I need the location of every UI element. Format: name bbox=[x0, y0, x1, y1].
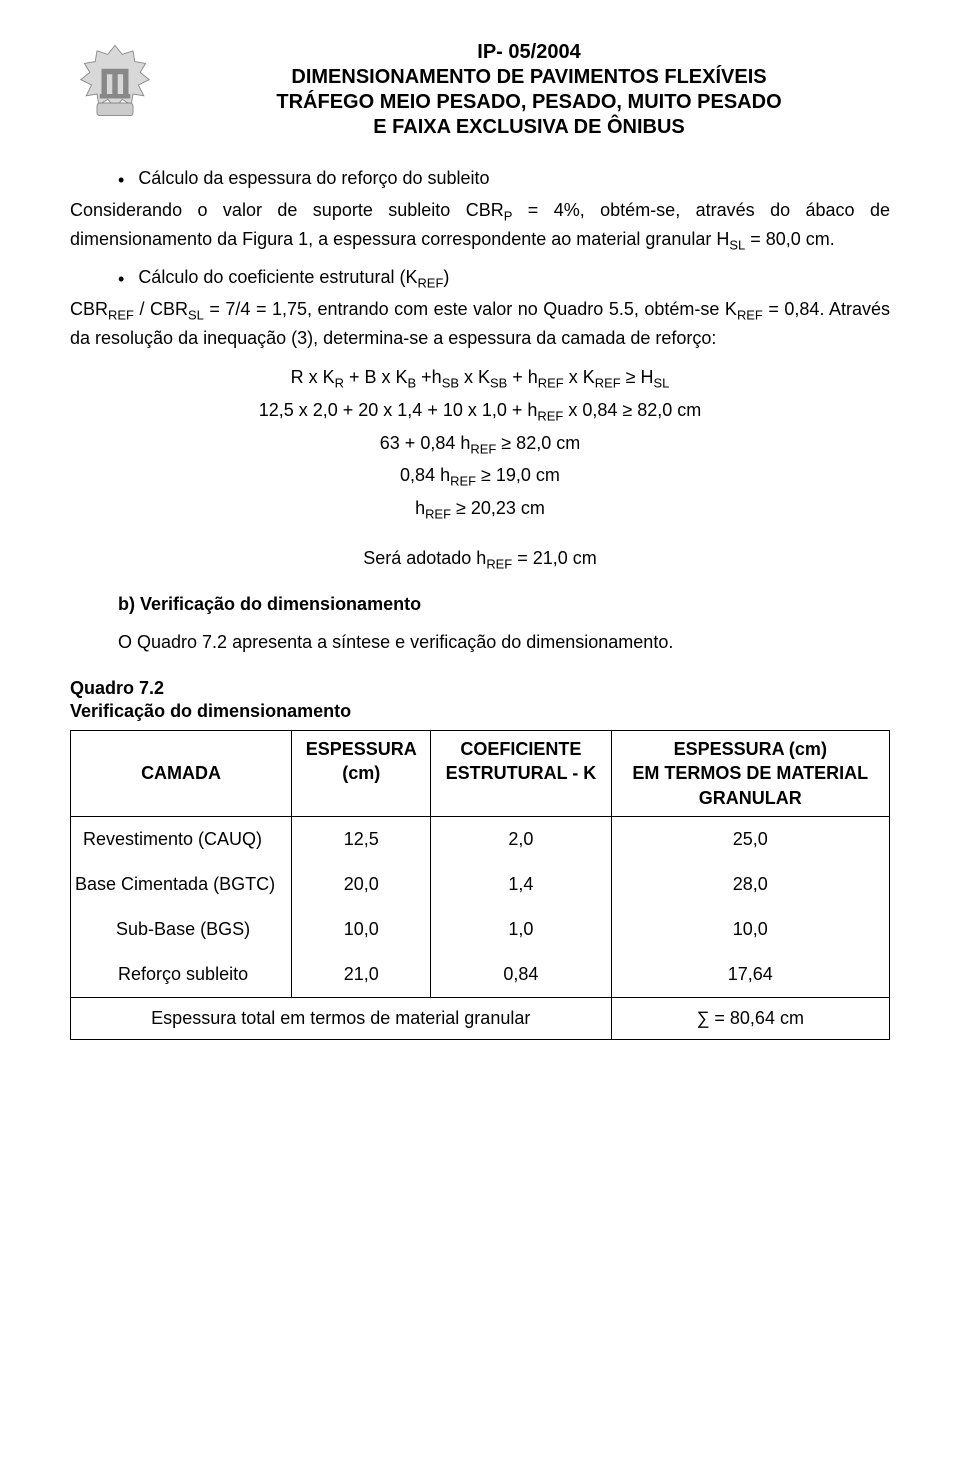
table-row: Sub-Base (BGS) 10,0 1,0 10,0 bbox=[71, 907, 890, 952]
bullet-dot-icon: • bbox=[118, 267, 124, 292]
adopted-value: Será adotado hREF = 21,0 cm bbox=[70, 543, 890, 576]
document-header: IP- 05/2004 DIMENSIONAMENTO DE PAVIMENTO… bbox=[70, 40, 890, 140]
bullet-text: Cálculo do coeficiente estrutural (KREF) bbox=[138, 267, 449, 291]
bullet-dot-icon: • bbox=[118, 168, 124, 193]
table-header-espessura: ESPESSURA (cm) bbox=[292, 731, 431, 817]
bullet-item: • Cálculo da espessura do reforço do sub… bbox=[118, 168, 890, 193]
cell-k: 1,4 bbox=[431, 862, 611, 907]
header-ip: IP- 05/2004 bbox=[168, 40, 890, 65]
table-header-granular: ESPESSURA (cm) EM TERMOS DE MATERIAL GRA… bbox=[611, 731, 889, 817]
cell-label: Revestimento (CAUQ) bbox=[71, 816, 292, 862]
equation-line: 0,84 hREF ≥ 19,0 cm bbox=[70, 460, 890, 493]
crest-icon bbox=[70, 40, 160, 130]
header-line-1: DIMENSIONAMENTO DE PAVIMENTOS FLEXÍVEIS bbox=[168, 65, 890, 90]
equation-line: 63 + 0,84 hREF ≥ 82,0 cm bbox=[70, 428, 890, 461]
table-row: Revestimento (CAUQ) 12,5 2,0 25,0 bbox=[71, 816, 890, 862]
cell-esp: 12,5 bbox=[292, 816, 431, 862]
cell-label: Base Cimentada (BGTC) bbox=[71, 862, 292, 907]
table-subtitle: Verificação do dimensionamento bbox=[70, 701, 890, 722]
equation-line: 12,5 x 2,0 + 20 x 1,4 + 10 x 1,0 + hREF … bbox=[70, 395, 890, 428]
cell-gran: 10,0 bbox=[611, 907, 889, 952]
paragraph: Considerando o valor de suporte subleito… bbox=[70, 197, 890, 255]
table-header-coeficiente: COEFICIENTE ESTRUTURAL - K bbox=[431, 731, 611, 817]
equation-line: hREF ≥ 20,23 cm bbox=[70, 493, 890, 526]
cell-esp: 20,0 bbox=[292, 862, 431, 907]
cell-gran: 17,64 bbox=[611, 952, 889, 998]
paragraph: CBRREF / CBRSL = 7/4 = 1,75, entrando co… bbox=[70, 296, 890, 352]
table-total-row: Espessura total em termos de material gr… bbox=[71, 997, 890, 1039]
header-line-3: E FAIXA EXCLUSIVA DE ÔNIBUS bbox=[168, 115, 890, 140]
table-title: Quadro 7.2 bbox=[70, 678, 890, 699]
paragraph: O Quadro 7.2 apresenta a síntese e verif… bbox=[118, 629, 890, 656]
cell-label: Reforço subleito bbox=[71, 952, 292, 998]
equation-block: R x KR + B x KB +hSB x KSB + hREF x KREF… bbox=[70, 362, 890, 525]
cell-label: Sub-Base (BGS) bbox=[71, 907, 292, 952]
cell-k: 1,0 bbox=[431, 907, 611, 952]
header-line-2: TRÁFEGO MEIO PESADO, PESADO, MUITO PESAD… bbox=[168, 90, 890, 115]
table-header-camada: CAMADA bbox=[71, 731, 292, 817]
cell-gran: 28,0 bbox=[611, 862, 889, 907]
bullet-text: Cálculo da espessura do reforço do suble… bbox=[138, 168, 489, 189]
cell-esp: 10,0 bbox=[292, 907, 431, 952]
cell-k: 0,84 bbox=[431, 952, 611, 998]
total-label: Espessura total em termos de material gr… bbox=[71, 997, 612, 1039]
table-row: Base Cimentada (BGTC) 20,0 1,4 28,0 bbox=[71, 862, 890, 907]
verification-table: CAMADA ESPESSURA (cm) COEFICIENTE ESTRUT… bbox=[70, 730, 890, 1040]
subsection-b-title: b) Verificação do dimensionamento bbox=[118, 594, 890, 615]
total-value: ∑ = 80,64 cm bbox=[611, 997, 889, 1039]
equation-line: R x KR + B x KB +hSB x KSB + hREF x KREF… bbox=[70, 362, 890, 395]
bullet-item: • Cálculo do coeficiente estrutural (KRE… bbox=[118, 267, 890, 292]
cell-k: 2,0 bbox=[431, 816, 611, 862]
cell-gran: 25,0 bbox=[611, 816, 889, 862]
table-row: Reforço subleito 21,0 0,84 17,64 bbox=[71, 952, 890, 998]
cell-esp: 21,0 bbox=[292, 952, 431, 998]
